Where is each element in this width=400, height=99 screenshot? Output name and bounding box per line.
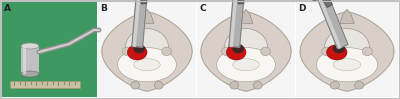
Polygon shape	[318, 0, 341, 48]
Polygon shape	[132, 0, 148, 47]
Text: B: B	[100, 4, 107, 13]
Polygon shape	[239, 10, 253, 23]
Polygon shape	[316, 0, 348, 49]
Ellipse shape	[316, 48, 378, 82]
Polygon shape	[340, 10, 354, 23]
Ellipse shape	[333, 44, 345, 53]
Ellipse shape	[233, 59, 259, 71]
Ellipse shape	[327, 45, 347, 60]
Ellipse shape	[127, 45, 147, 60]
Bar	[21, 46, 39, 74]
Ellipse shape	[122, 47, 132, 56]
Bar	[23, 46, 26, 74]
Ellipse shape	[261, 47, 270, 56]
Polygon shape	[300, 12, 394, 91]
Bar	[296, 2, 398, 97]
Text: D: D	[298, 4, 306, 13]
Polygon shape	[318, 0, 332, 7]
Polygon shape	[230, 0, 237, 47]
Ellipse shape	[226, 45, 246, 60]
Ellipse shape	[134, 59, 160, 71]
Ellipse shape	[133, 44, 145, 53]
Ellipse shape	[131, 81, 140, 89]
Ellipse shape	[330, 81, 339, 89]
Ellipse shape	[253, 81, 262, 89]
Polygon shape	[102, 12, 192, 91]
Polygon shape	[229, 0, 244, 47]
Ellipse shape	[362, 47, 372, 56]
Polygon shape	[311, 0, 332, 1]
Ellipse shape	[224, 29, 268, 67]
Polygon shape	[237, 0, 244, 4]
Bar	[2, 2, 97, 97]
Ellipse shape	[154, 81, 163, 89]
Ellipse shape	[322, 47, 332, 56]
Ellipse shape	[355, 81, 364, 89]
Polygon shape	[140, 0, 147, 4]
Ellipse shape	[162, 47, 172, 56]
Ellipse shape	[118, 48, 176, 82]
Bar	[197, 2, 295, 97]
Ellipse shape	[217, 48, 275, 82]
Ellipse shape	[230, 81, 239, 89]
Ellipse shape	[232, 44, 244, 53]
Text: C: C	[199, 4, 206, 13]
Ellipse shape	[21, 71, 39, 77]
Bar	[10, 81, 80, 88]
Ellipse shape	[324, 29, 370, 67]
Ellipse shape	[222, 47, 231, 56]
Ellipse shape	[21, 43, 39, 49]
Text: A: A	[4, 4, 11, 13]
Ellipse shape	[333, 59, 361, 71]
Polygon shape	[201, 12, 291, 91]
Bar	[98, 2, 196, 97]
Polygon shape	[133, 0, 140, 47]
Ellipse shape	[126, 29, 168, 67]
Polygon shape	[140, 10, 154, 23]
